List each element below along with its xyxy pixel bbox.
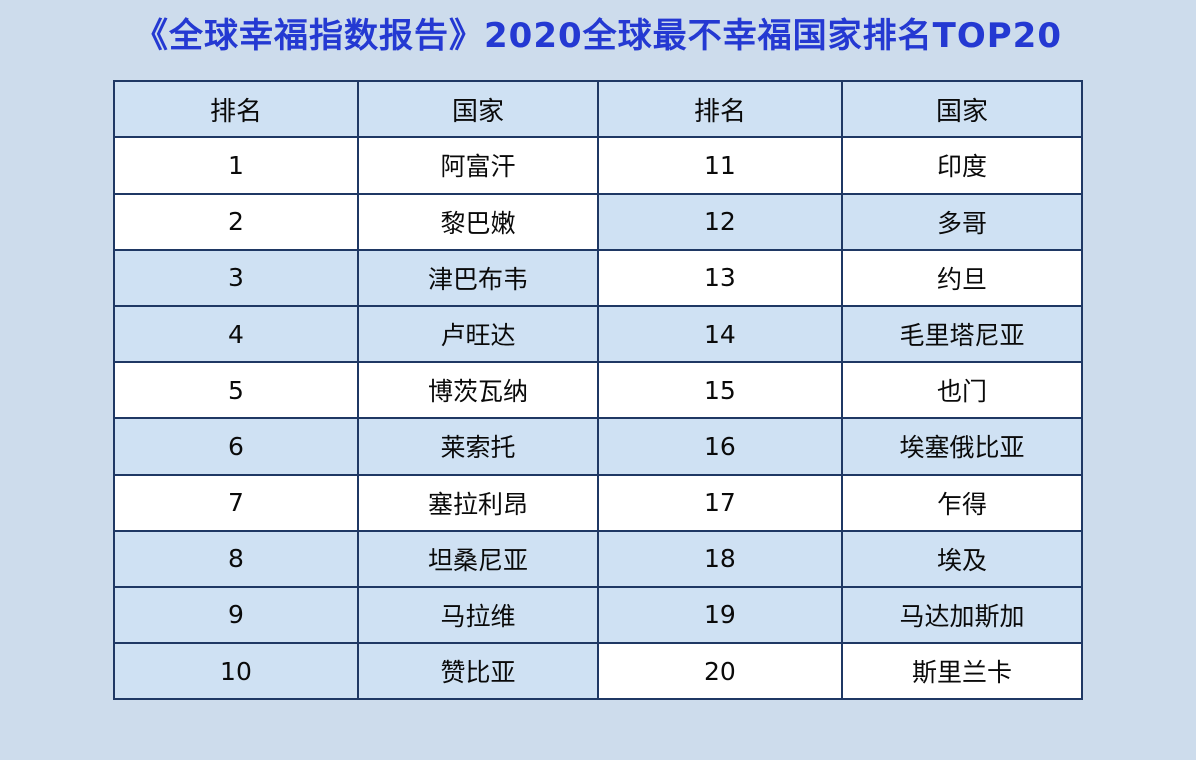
rank-cell: 16 <box>596 417 843 476</box>
rank-cell: 10 <box>113 642 359 701</box>
country-cell: 卢旺达 <box>356 304 599 364</box>
table-row: 6 莱索托 16 埃塞俄比亚 <box>113 417 1084 476</box>
country-cell: 也门 <box>840 361 1084 420</box>
country-cell: 坦桑尼亚 <box>356 529 599 588</box>
ranking-table: 排名 国家 排名 国家 1 阿富汗 11 印度 2 黎巴嫩 12 多哥 3 津巴布韦 13 约旦 4 卢旺… <box>113 80 1084 701</box>
country-cell: 黎巴嫩 <box>356 192 599 251</box>
country-cell: 埃及 <box>840 529 1084 588</box>
country-cell: 印度 <box>840 136 1084 195</box>
table-row: 5 博茨瓦纳 15 也门 <box>113 361 1084 420</box>
country-cell: 博茨瓦纳 <box>356 361 599 420</box>
table-row: 10 赞比亚 20 斯里兰卡 <box>113 642 1084 701</box>
table-row: 1 阿富汗 11 印度 <box>113 136 1084 195</box>
country-cell: 马拉维 <box>356 585 599 645</box>
country-cell: 毛里塔尼亚 <box>840 304 1084 364</box>
table-row: 2 黎巴嫩 12 多哥 <box>113 192 1084 251</box>
country-cell: 阿富汗 <box>356 136 599 195</box>
rank-cell: 4 <box>113 304 359 364</box>
rank-cell: 13 <box>596 248 843 307</box>
header-country-left: 国家 <box>356 80 599 139</box>
rank-cell: 1 <box>113 136 359 195</box>
country-cell: 埃塞俄比亚 <box>840 417 1084 476</box>
country-cell: 马达加斯加 <box>840 585 1084 645</box>
table-row: 3 津巴布韦 13 约旦 <box>113 248 1084 307</box>
rank-cell: 2 <box>113 192 359 251</box>
country-cell: 赞比亚 <box>356 642 599 701</box>
country-cell: 多哥 <box>840 192 1084 251</box>
rank-cell: 8 <box>113 529 359 588</box>
header-rank-right: 排名 <box>596 80 843 139</box>
table-row: 8 坦桑尼亚 18 埃及 <box>113 529 1084 588</box>
country-cell: 津巴布韦 <box>356 248 599 307</box>
rank-cell: 3 <box>113 248 359 307</box>
table-header-row: 排名 国家 排名 国家 <box>113 80 1084 139</box>
rank-cell: 17 <box>596 473 843 532</box>
table-row: 9 马拉维 19 马达加斯加 <box>113 585 1084 645</box>
rank-cell: 11 <box>596 136 843 195</box>
table-body: 1 阿富汗 11 印度 2 黎巴嫩 12 多哥 3 津巴布韦 13 约旦 4 卢旺达 14 毛里塔尼亚 5 博茨瓦… <box>113 136 1084 701</box>
country-cell: 莱索托 <box>356 417 599 476</box>
rank-cell: 12 <box>596 192 843 251</box>
table-row: 4 卢旺达 14 毛里塔尼亚 <box>113 304 1084 364</box>
rank-cell: 9 <box>113 585 359 645</box>
header-country-right: 国家 <box>840 80 1084 139</box>
country-cell: 斯里兰卡 <box>840 642 1084 701</box>
rank-cell: 15 <box>596 361 843 420</box>
rank-cell: 18 <box>596 529 843 588</box>
country-cell: 塞拉利昂 <box>356 473 599 532</box>
rank-cell: 20 <box>596 642 843 701</box>
header-rank-left: 排名 <box>113 80 359 139</box>
page-title: 《全球幸福指数报告》2020全球最不幸福国家排名TOP20 <box>134 16 1062 56</box>
country-cell: 乍得 <box>840 473 1084 532</box>
rank-cell: 5 <box>113 361 359 420</box>
rank-cell: 7 <box>113 473 359 532</box>
country-cell: 约旦 <box>840 248 1084 307</box>
rank-cell: 19 <box>596 585 843 645</box>
table-row: 7 塞拉利昂 17 乍得 <box>113 473 1084 532</box>
rank-cell: 6 <box>113 417 359 476</box>
rank-cell: 14 <box>596 304 843 364</box>
